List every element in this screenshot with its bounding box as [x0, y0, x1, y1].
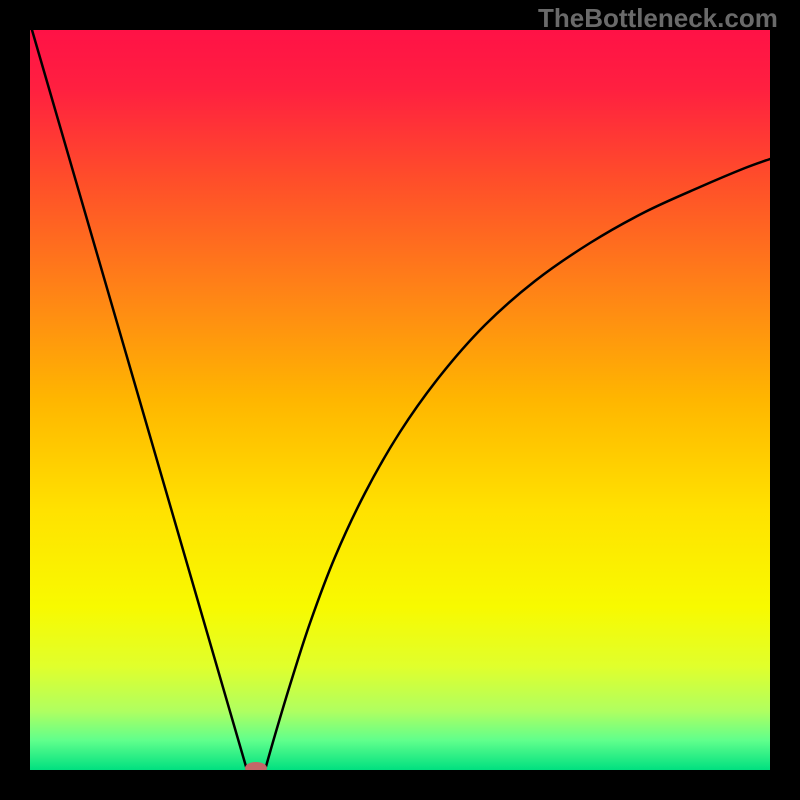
minimum-marker [245, 762, 267, 774]
chart-frame: TheBottleneck.com [0, 0, 800, 800]
watermark-text: TheBottleneck.com [538, 3, 778, 34]
curve-segment [265, 159, 770, 770]
curve-segment [32, 30, 247, 770]
bottleneck-curve-chart [0, 0, 800, 800]
plot-area [30, 30, 770, 770]
